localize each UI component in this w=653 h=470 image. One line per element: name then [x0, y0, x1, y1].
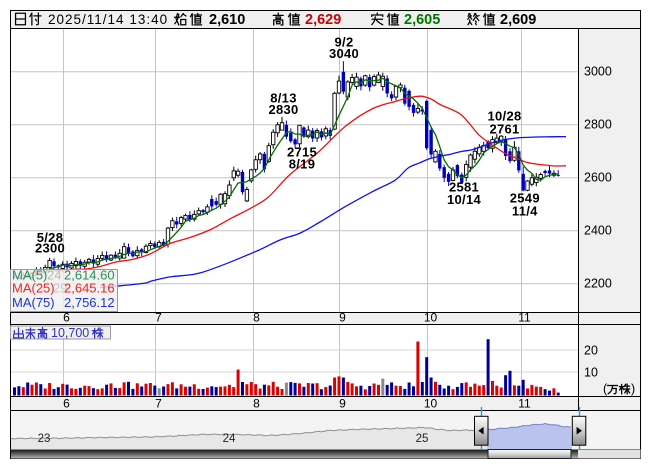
svg-text:2400: 2400 — [584, 223, 612, 237]
svg-text:2761: 2761 — [489, 122, 519, 137]
svg-text:10/28: 10/28 — [487, 109, 521, 124]
svg-text:2830: 2830 — [268, 102, 298, 117]
svg-text:3000: 3000 — [584, 64, 612, 78]
svg-text:MA(25): MA(25) — [12, 281, 55, 296]
svg-text:20: 20 — [584, 344, 598, 358]
svg-text:5/28: 5/28 — [37, 230, 64, 245]
svg-text:2581: 2581 — [449, 180, 479, 195]
svg-text:10: 10 — [424, 396, 438, 410]
svg-text:2025/11/14 13:40: 2025/11/14 13:40 — [48, 12, 168, 27]
svg-text:2300: 2300 — [35, 241, 65, 256]
svg-text:6: 6 — [63, 396, 70, 410]
svg-text:8: 8 — [253, 396, 260, 410]
svg-text:23: 23 — [38, 433, 51, 445]
svg-text:8/13: 8/13 — [270, 91, 297, 106]
svg-text:9: 9 — [339, 396, 346, 410]
svg-text:2549: 2549 — [510, 191, 540, 206]
svg-text:11/4: 11/4 — [512, 204, 538, 219]
svg-text:2,610: 2,610 — [209, 12, 245, 28]
svg-text:3040: 3040 — [329, 46, 359, 61]
svg-text:24: 24 — [47, 268, 61, 283]
svg-text:): ) — [631, 382, 635, 396]
svg-text:10/14: 10/14 — [447, 192, 482, 207]
svg-text:10,700: 10,700 — [51, 326, 89, 340]
svg-text:2200: 2200 — [584, 276, 612, 290]
svg-text:9: 9 — [339, 310, 346, 324]
svg-text:10: 10 — [424, 310, 438, 324]
svg-text:9/2: 9/2 — [335, 35, 354, 50]
svg-text:2600: 2600 — [584, 170, 612, 184]
svg-text:2,756.12: 2,756.12 — [64, 295, 115, 310]
svg-text:2,645.16: 2,645.16 — [64, 281, 115, 296]
svg-text:MA(75): MA(75) — [12, 295, 55, 310]
svg-text:7: 7 — [155, 396, 162, 410]
svg-text:8/19: 8/19 — [289, 157, 316, 172]
svg-text:2,605: 2,605 — [404, 12, 440, 28]
svg-text:2,629: 2,629 — [305, 12, 341, 28]
svg-text:8: 8 — [253, 310, 260, 324]
svg-text:29: 29 — [53, 281, 67, 296]
svg-text:2715: 2715 — [287, 145, 317, 160]
svg-text:11: 11 — [518, 396, 531, 410]
svg-text:6: 6 — [63, 310, 70, 324]
svg-text:2,609: 2,609 — [500, 12, 536, 28]
svg-text:MA(5): MA(5) — [12, 268, 47, 283]
svg-text:2,614.60: 2,614.60 — [64, 268, 115, 283]
svg-text:10: 10 — [584, 366, 598, 380]
svg-text:24: 24 — [223, 433, 236, 445]
svg-text:(: ( — [603, 382, 608, 396]
svg-text:7: 7 — [155, 310, 162, 324]
svg-text:2800: 2800 — [584, 117, 612, 131]
svg-text:25: 25 — [416, 433, 429, 445]
svg-text:11: 11 — [518, 310, 531, 324]
